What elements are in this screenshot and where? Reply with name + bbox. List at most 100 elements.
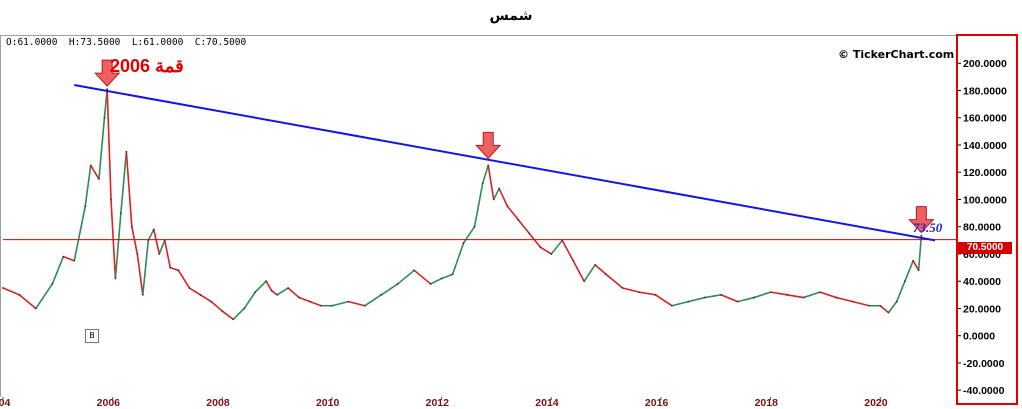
- price-point: [73, 259, 76, 262]
- x-tick-label: 2008: [206, 397, 230, 409]
- price-segment: [539, 246, 552, 255]
- peak-arrow-icon: [908, 206, 935, 234]
- price-segment: [819, 291, 837, 299]
- price-point: [594, 263, 597, 266]
- price-segment: [671, 300, 689, 307]
- price-segment: [131, 226, 139, 255]
- price-segment: [210, 301, 223, 312]
- price-point: [895, 300, 898, 303]
- peak-arrow-icon: [475, 131, 502, 160]
- price-segment: [35, 283, 54, 309]
- price-segment: [142, 240, 150, 295]
- price-point: [276, 293, 279, 296]
- y-tick-label: 40.0000: [963, 276, 1001, 288]
- x-tick-label: 2014: [535, 397, 559, 409]
- price-segment: [243, 291, 256, 309]
- price-point: [298, 296, 300, 299]
- price-segment: [704, 294, 722, 299]
- price-point: [868, 304, 871, 307]
- price-point: [34, 307, 37, 310]
- x-tick-label: 2004: [0, 397, 11, 409]
- y-tick-label: 100.0000: [963, 194, 1007, 206]
- price-point: [605, 273, 608, 276]
- y-tick-label: 80.0000: [963, 222, 1001, 234]
- price-segment: [572, 260, 585, 282]
- price-point: [492, 198, 495, 201]
- price-segment: [622, 287, 640, 293]
- price-point: [2, 287, 4, 289]
- peak-annotation: قمة 2006: [110, 56, 184, 76]
- price-segment: [605, 273, 624, 289]
- price-point: [152, 228, 155, 231]
- price-point: [98, 178, 100, 180]
- price-segment: [561, 239, 574, 262]
- price-point: [396, 283, 399, 285]
- chart-frame[interactable]: [0, 35, 957, 397]
- price-point: [473, 225, 476, 228]
- price-point: [158, 253, 161, 255]
- price-point: [654, 293, 657, 296]
- price-point: [210, 300, 213, 303]
- price-point: [920, 234, 923, 237]
- price-point: [221, 310, 224, 313]
- price-point: [188, 287, 191, 289]
- price-segment: [583, 264, 596, 282]
- y-tick-label: -40.0000: [963, 385, 1005, 397]
- price-point: [506, 205, 509, 208]
- price-segment: [770, 291, 788, 296]
- price-segment: [18, 294, 37, 310]
- last-price-badge: 70.5000: [958, 242, 1012, 254]
- price-point: [638, 291, 640, 294]
- price-segment: [441, 273, 453, 280]
- price-segment: [413, 269, 432, 285]
- price-segment: [487, 165, 495, 200]
- price-point: [769, 291, 772, 294]
- price-point: [103, 116, 106, 119]
- price-point: [572, 259, 575, 262]
- price-segment: [852, 300, 870, 307]
- price-segment: [163, 240, 172, 268]
- y-axis-panel[interactable]: [956, 34, 1018, 405]
- price-point: [879, 304, 882, 307]
- price-point: [539, 246, 542, 249]
- y-tick-label: 20.0000: [963, 303, 1001, 315]
- price-segment: [84, 165, 92, 207]
- price-point: [498, 187, 501, 190]
- x-tick-label: 2018: [755, 397, 779, 409]
- price-point: [621, 287, 624, 289]
- price-point: [51, 283, 54, 285]
- price-point: [753, 296, 756, 299]
- price-segment: [271, 290, 278, 296]
- price-segment: [380, 283, 399, 296]
- price-point: [720, 293, 723, 296]
- x-tick-label: 2016: [645, 397, 669, 409]
- price-segment: [473, 182, 484, 227]
- price-point: [380, 293, 383, 296]
- price-segment: [528, 233, 541, 248]
- price-point: [320, 304, 322, 307]
- price-segment: [430, 277, 442, 285]
- price-point: [481, 182, 484, 185]
- price-segment: [517, 219, 530, 235]
- marker-b[interactable]: B: [85, 329, 99, 343]
- y-tick-label: 140.0000: [963, 140, 1007, 152]
- x-tick-label: 2006: [97, 397, 121, 409]
- x-tick-label: 2010: [316, 397, 340, 409]
- price-point: [429, 283, 432, 285]
- price-point: [451, 273, 454, 276]
- ohlc-readout: O:61.0000 H:73.5000 L:61.0000 C:70.5000: [6, 37, 247, 48]
- trendline: [74, 84, 936, 242]
- price-segment: [895, 280, 906, 302]
- price-segment: [912, 260, 920, 271]
- price-point: [270, 289, 273, 292]
- chart-title: شمس: [489, 8, 533, 24]
- price-point: [84, 205, 87, 208]
- price-segment: [147, 229, 155, 241]
- price-segment: [655, 294, 673, 307]
- price-segment: [265, 280, 273, 292]
- price-point: [130, 225, 133, 228]
- price-point: [331, 304, 333, 307]
- price-point: [687, 300, 690, 303]
- price-segment: [232, 307, 245, 320]
